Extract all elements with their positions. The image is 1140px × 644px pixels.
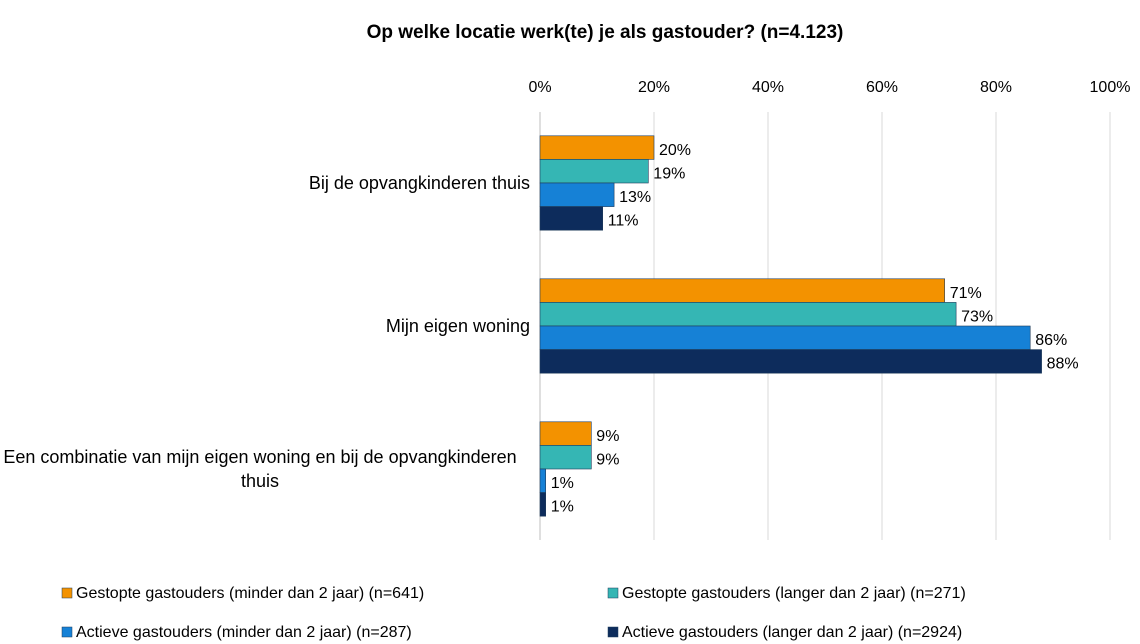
x-tick-label: 80% — [980, 79, 1012, 96]
bar — [539, 349, 1042, 374]
category-label: Bij de opvangkinderen thuis — [0, 171, 530, 195]
bar — [539, 278, 946, 303]
bar — [539, 135, 655, 160]
bar — [539, 182, 615, 207]
category-label: Een combinatie van mijn eigen woning en … — [0, 445, 530, 493]
x-tick-label: 20% — [638, 79, 670, 96]
legend-label: Actieve gastouders (langer dan 2 jaar) (… — [622, 624, 962, 641]
bar — [539, 421, 592, 446]
bar — [539, 468, 546, 493]
value-label: 20% — [659, 142, 691, 159]
value-label: 13% — [619, 189, 651, 206]
value-label: 1% — [551, 475, 574, 492]
x-tick-label: 60% — [866, 79, 898, 96]
category-label: Mijn eigen woning — [0, 314, 530, 338]
bar — [539, 159, 649, 184]
chart-title: Op welke locatie werk(te) je als gastoud… — [367, 22, 844, 43]
value-label: 71% — [950, 285, 982, 302]
value-label: 9% — [596, 428, 619, 445]
bar — [539, 325, 1031, 350]
legend-swatch — [607, 587, 619, 599]
bar — [539, 492, 546, 517]
legend-label: Gestopte gastouders (langer dan 2 jaar) … — [622, 585, 966, 602]
value-label: 86% — [1035, 332, 1067, 349]
x-tick-label: 100% — [1090, 79, 1131, 96]
legend-label: Actieve gastouders (minder dan 2 jaar) (… — [76, 624, 412, 641]
category-text: Een combinatie van mijn eigen woning en … — [3, 447, 517, 491]
value-label: 88% — [1047, 356, 1079, 373]
bar — [539, 445, 592, 470]
bar — [539, 206, 604, 231]
category-text: Bij de opvangkinderen thuis — [308, 173, 530, 193]
x-tick-label: 40% — [752, 79, 784, 96]
category-text: Mijn eigen woning — [385, 316, 530, 336]
legend-swatch — [607, 626, 619, 638]
legend-label: Gestopte gastouders (minder dan 2 jaar) … — [76, 585, 424, 602]
legend-swatch — [61, 626, 73, 638]
legend-swatch — [61, 587, 73, 599]
value-label: 9% — [596, 451, 619, 468]
x-tick-label: 0% — [528, 79, 551, 96]
value-label: 19% — [653, 165, 685, 182]
bar — [539, 302, 957, 327]
value-label: 11% — [608, 213, 639, 230]
value-label: 1% — [551, 499, 574, 516]
value-label: 73% — [961, 308, 993, 325]
